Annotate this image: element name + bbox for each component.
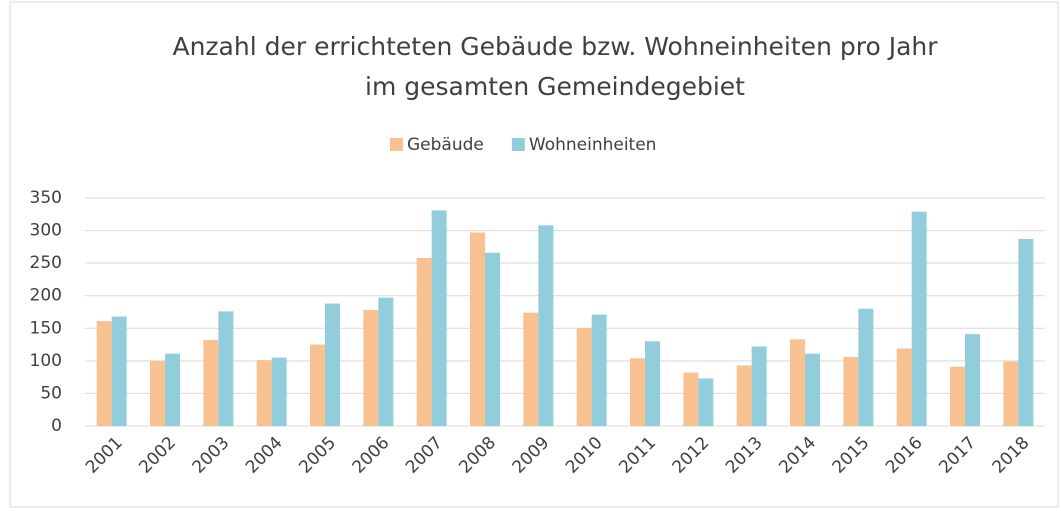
- bar: [950, 366, 965, 426]
- bar: [591, 314, 607, 426]
- bar: [911, 211, 927, 426]
- legend-label: Wohneinheiten: [529, 135, 657, 155]
- bar: [485, 252, 500, 426]
- bar: [150, 360, 165, 426]
- bar: [470, 232, 485, 426]
- bar: [576, 328, 592, 426]
- bar: [896, 348, 912, 426]
- y-tick-label: 150: [30, 318, 62, 338]
- bar: [378, 297, 394, 426]
- bar: [751, 346, 767, 426]
- y-tick-label: 50: [40, 383, 62, 403]
- y-tick-label: 0: [51, 416, 62, 436]
- y-tick-label: 250: [30, 253, 62, 273]
- bar: [630, 358, 645, 426]
- bar: [310, 344, 325, 426]
- legend-swatch: [390, 138, 403, 151]
- bar: [683, 372, 699, 426]
- bar: [736, 365, 752, 426]
- chart-title: Anzahl der errichteten Gebäude bzw. Wohn…: [172, 32, 938, 61]
- y-tick-label: 100: [30, 351, 62, 371]
- bar: [1018, 239, 1034, 426]
- bar: [965, 334, 980, 426]
- bar: [645, 341, 660, 426]
- bar: [218, 311, 234, 426]
- bar: [790, 339, 805, 426]
- bar: [538, 225, 554, 426]
- bar: [1003, 361, 1019, 426]
- y-tick-label: 300: [30, 221, 62, 241]
- bar: [523, 312, 539, 426]
- bar: [416, 257, 432, 426]
- bar: [96, 321, 112, 426]
- bar: [325, 303, 340, 426]
- bar: [256, 360, 272, 426]
- bar: [843, 356, 859, 426]
- bar: [805, 353, 820, 426]
- bar: [431, 210, 447, 426]
- bar: [271, 357, 287, 426]
- bar: [363, 310, 379, 426]
- bar: [858, 308, 874, 426]
- bar: [111, 316, 127, 426]
- legend-label: Gebäude: [407, 135, 484, 155]
- bar: [698, 378, 714, 426]
- y-tick-label: 350: [30, 188, 62, 208]
- legend-swatch: [511, 138, 525, 151]
- y-tick-label: 200: [30, 286, 62, 306]
- bar: [165, 353, 180, 426]
- bar: [203, 340, 219, 426]
- chart-title: im gesamten Gemeindegebiet: [365, 72, 745, 101]
